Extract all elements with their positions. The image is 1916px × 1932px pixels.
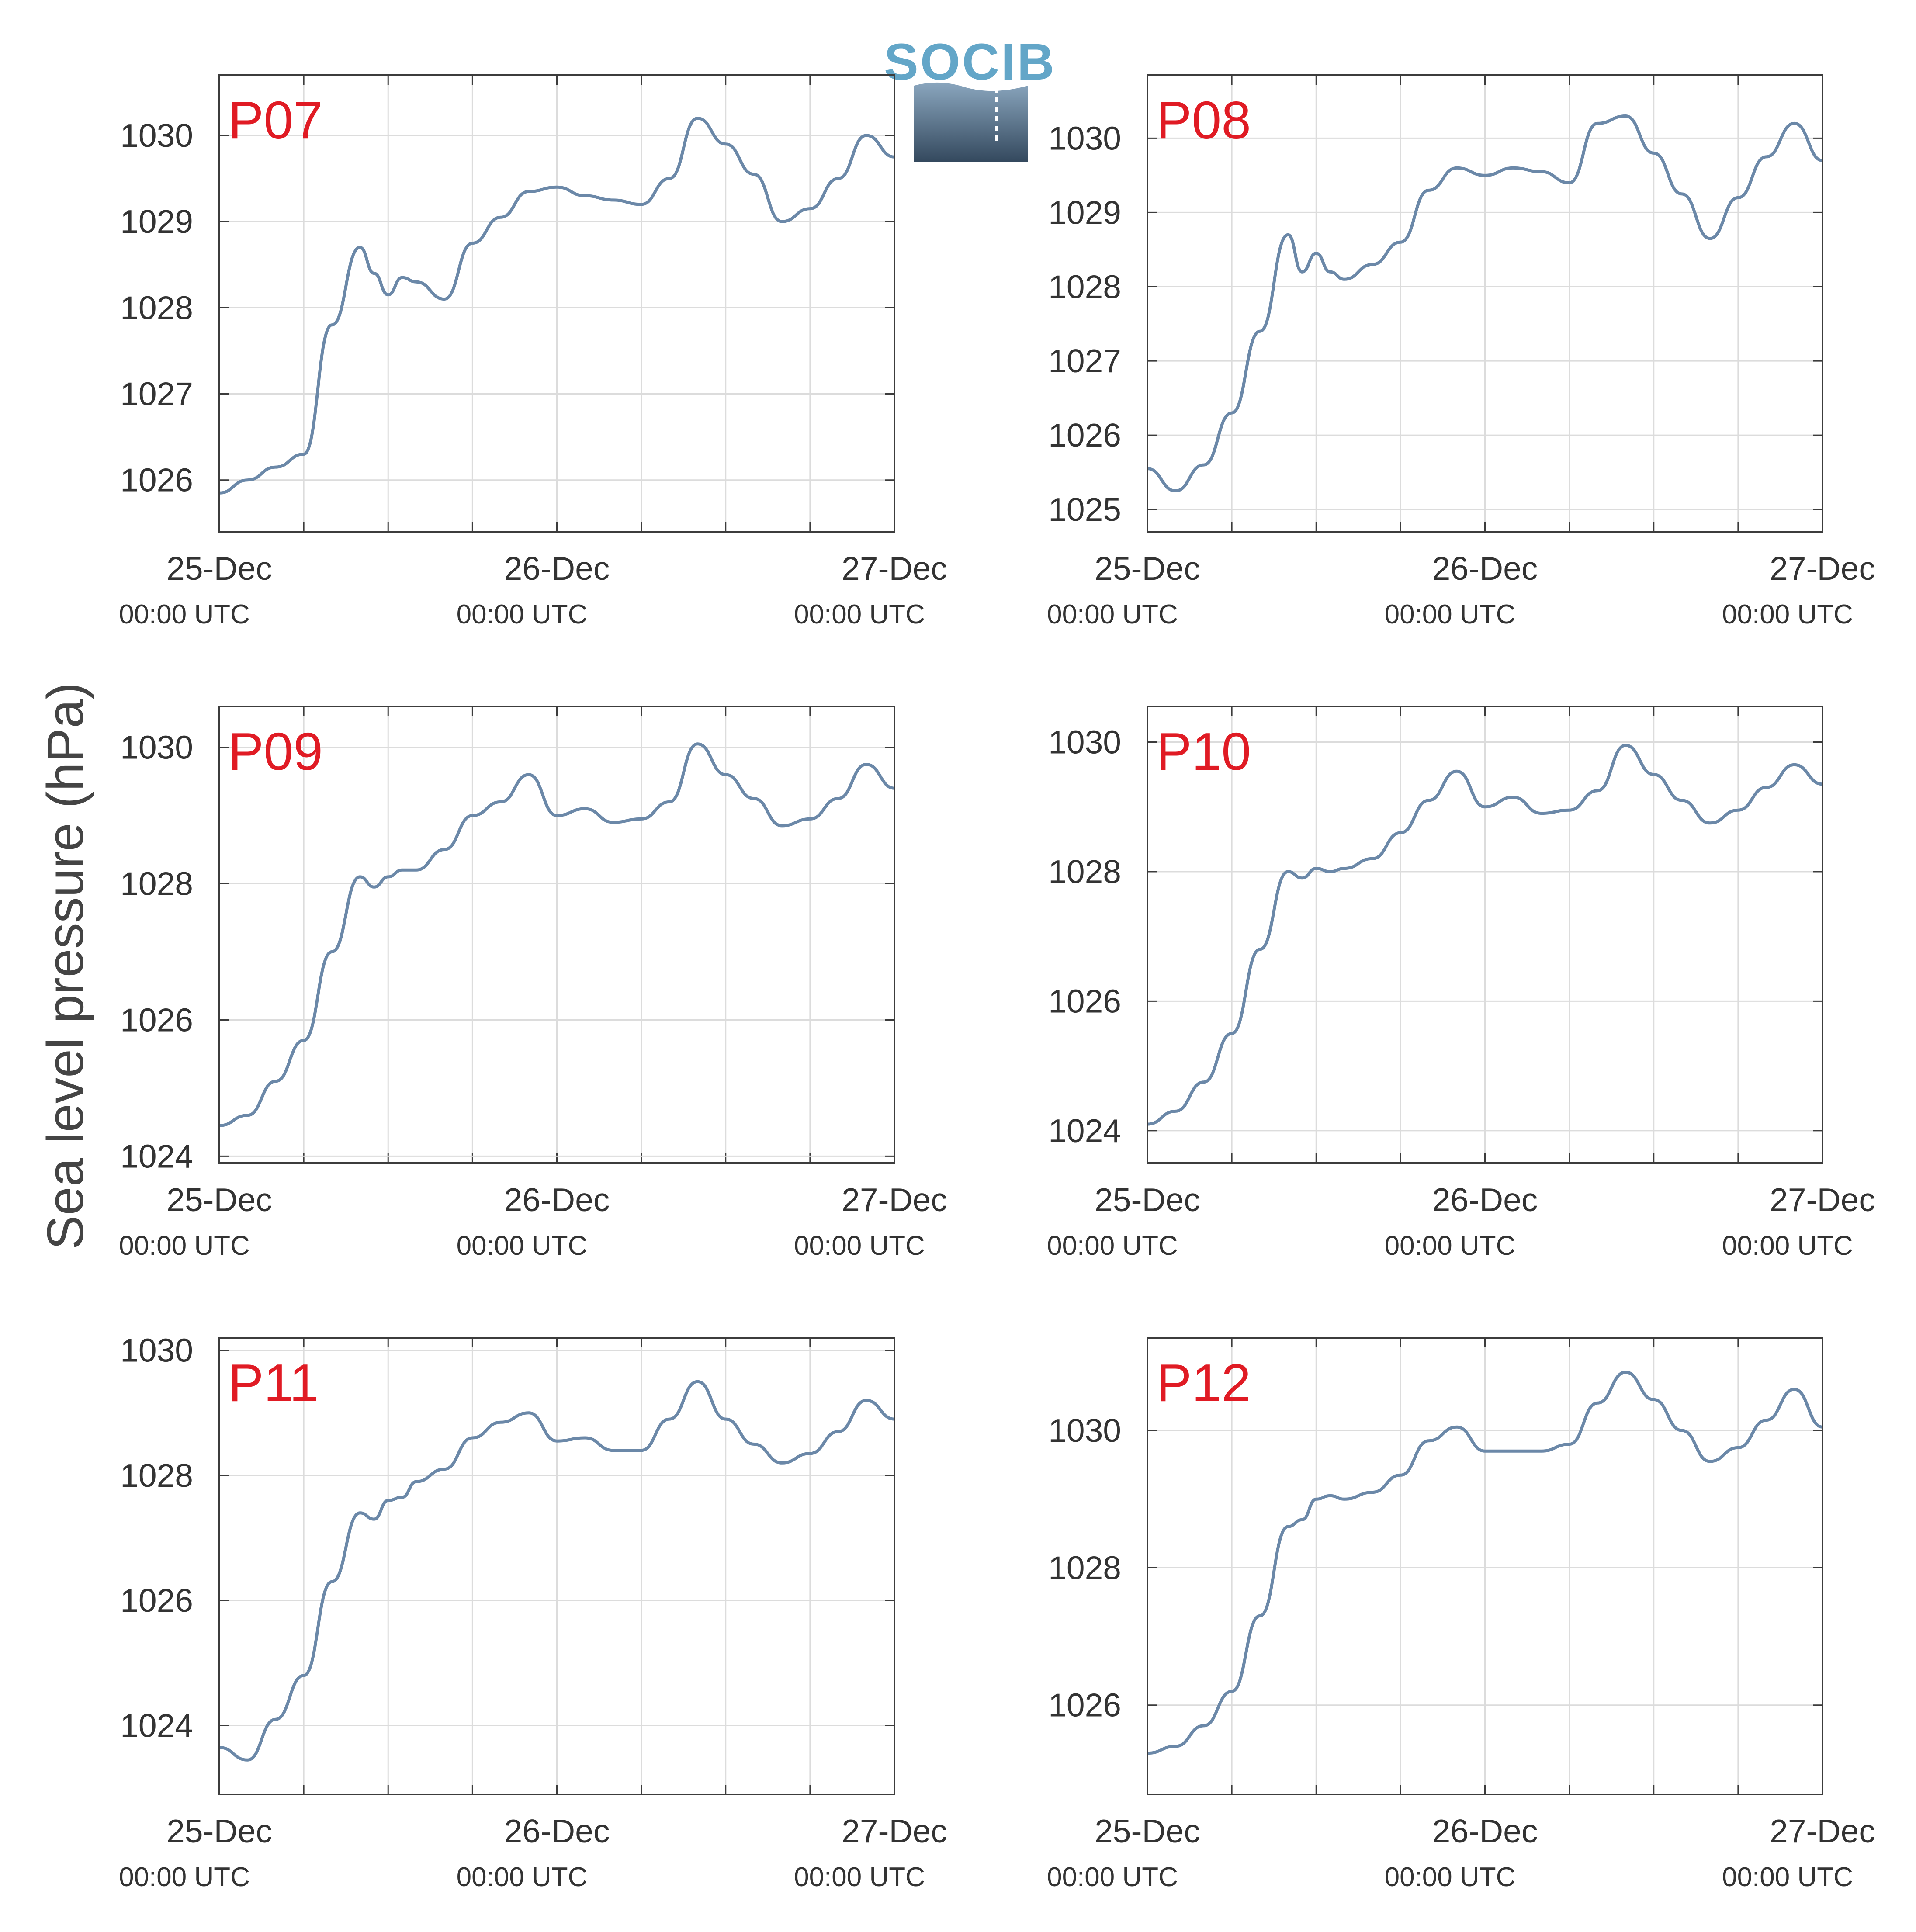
y-tick-label: 1026 <box>120 1001 193 1038</box>
y-tick-label: 1028 <box>120 289 193 326</box>
socib-logo: SOCIB <box>884 33 1056 162</box>
x-tick-label-time: 00:00 UTC <box>1047 599 1178 630</box>
x-tick-label-day: 27-Dec <box>1770 550 1875 587</box>
x-tick-label-day: 25-Dec <box>1095 1181 1200 1218</box>
y-tick-label: 1027 <box>120 376 193 412</box>
y-tick-label: 1026 <box>120 462 193 499</box>
x-tick-label-time: 00:00 UTC <box>1385 599 1516 630</box>
y-tick-label: 1029 <box>1048 194 1121 231</box>
y-tick-label: 1025 <box>1048 491 1121 528</box>
y-tick-label: 1030 <box>1048 120 1121 156</box>
y-tick-label: 1026 <box>1048 417 1121 454</box>
chart-panel-p11: 1024 1026 1028 1030 25-Dec 00:00 UTC 26-Dec 00:… <box>119 1332 947 1892</box>
chart-panel-p10: 1024 1026 1028 1030 25-Dec 00:00 UTC 26-Dec 00:… <box>1047 706 1875 1261</box>
series-line-p07 <box>219 117 895 495</box>
chart-panel-p08: 1025 1026 1027 1028 1029 1030 25-Dec 00:00 UTC 2… <box>1047 74 1875 630</box>
x-tick-label-time: 00:00 UTC <box>1385 1231 1516 1261</box>
axes-frame <box>1147 1337 1823 1795</box>
axes-frame <box>218 1337 895 1795</box>
panel-label: P07 <box>228 90 323 150</box>
y-tick-label: 1028 <box>1048 1549 1121 1586</box>
x-tick-label-time: 00:00 UTC <box>457 1862 588 1892</box>
y-tick-label: 1026 <box>1048 983 1121 1019</box>
x-tick-label-day: 26-Dec <box>504 1181 610 1218</box>
x-tick-label-day: 27-Dec <box>1770 1813 1875 1849</box>
series-line-p09 <box>219 742 895 1127</box>
logo-text: SOCIB <box>884 33 1056 91</box>
x-tick-label-day: 26-Dec <box>504 550 610 587</box>
y-tick-label: 1026 <box>1048 1687 1121 1724</box>
series-line-p12 <box>1147 1371 1823 1755</box>
x-tick-label-time: 00:00 UTC <box>794 599 925 630</box>
x-tick-label-day: 25-Dec <box>166 1813 272 1849</box>
y-tick-label: 1026 <box>120 1582 193 1619</box>
x-tick-label-day: 27-Dec <box>842 550 947 587</box>
x-tick-label-day: 25-Dec <box>1095 1813 1200 1849</box>
y-tick-label: 1030 <box>120 729 193 766</box>
y-tick-label: 1024 <box>120 1707 193 1744</box>
axes-frame <box>218 706 895 1164</box>
y-tick-label: 1024 <box>1048 1112 1121 1149</box>
x-tick-label-time: 00:00 UTC <box>457 599 588 630</box>
x-tick-label-time: 00:00 UTC <box>794 1231 925 1261</box>
series-line-p10 <box>1147 744 1823 1126</box>
axes-frame <box>1147 74 1823 533</box>
x-tick-label-day: 25-Dec <box>166 1181 272 1218</box>
panel-label: P12 <box>1156 1353 1251 1413</box>
x-tick-label-day: 27-Dec <box>842 1181 947 1218</box>
x-tick-label-time: 00:00 UTC <box>119 1862 250 1892</box>
panel-label: P10 <box>1156 722 1251 781</box>
x-tick-label-time: 00:00 UTC <box>119 1231 250 1261</box>
x-tick-label-time: 00:00 UTC <box>794 1862 925 1892</box>
x-tick-label-time: 00:00 UTC <box>1722 599 1853 630</box>
x-tick-label-day: 26-Dec <box>1432 1813 1538 1849</box>
x-tick-label-day: 25-Dec <box>166 550 272 587</box>
axes-frame <box>218 74 895 533</box>
x-tick-label-day: 25-Dec <box>1095 550 1200 587</box>
panel-label: P11 <box>228 1353 319 1413</box>
panel-label: P09 <box>228 722 323 781</box>
x-tick-label-time: 00:00 UTC <box>1385 1862 1516 1892</box>
y-axis-label: Sea level pressure (hPa) <box>37 682 94 1250</box>
x-tick-label-day: 27-Dec <box>1770 1181 1875 1218</box>
x-tick-label-day: 26-Dec <box>504 1813 610 1849</box>
x-tick-label-day: 26-Dec <box>1432 1181 1538 1218</box>
panel-label: P08 <box>1156 90 1251 150</box>
x-tick-label-day: 26-Dec <box>1432 550 1538 587</box>
logo-wave-shape <box>914 82 1028 162</box>
series-line-p11 <box>219 1380 895 1762</box>
y-tick-label: 1027 <box>1048 343 1121 379</box>
y-tick-label: 1030 <box>120 117 193 154</box>
x-tick-label-time: 00:00 UTC <box>457 1231 588 1261</box>
x-tick-label-time: 00:00 UTC <box>1047 1862 1178 1892</box>
series-line-p08 <box>1147 114 1823 492</box>
y-tick-label: 1028 <box>120 866 193 902</box>
y-tick-label: 1028 <box>120 1457 193 1494</box>
y-tick-label: 1030 <box>1048 1412 1121 1449</box>
y-tick-label: 1028 <box>1048 853 1121 890</box>
x-tick-label-time: 00:00 UTC <box>119 599 250 630</box>
axes-frame <box>1147 706 1823 1164</box>
y-tick-label: 1028 <box>1048 268 1121 305</box>
chart-panel-p07: 1026 1027 1028 1029 1030 25-Dec 00:00 UTC 26-De… <box>119 74 947 630</box>
x-tick-label-time: 00:00 UTC <box>1047 1231 1178 1261</box>
chart-panel-p09: 1024 1026 1028 1030 25-Dec 00:00 UTC 26-Dec 00:… <box>119 706 947 1261</box>
y-tick-label: 1030 <box>120 1332 193 1369</box>
chart-panel-p12: 1026 1028 1030 25-Dec 00:00 UTC 26-Dec 00:00 U… <box>1047 1337 1875 1892</box>
y-tick-label: 1030 <box>1048 724 1121 761</box>
x-tick-label-time: 00:00 UTC <box>1722 1862 1853 1892</box>
y-tick-label: 1024 <box>120 1138 193 1174</box>
x-tick-label-day: 27-Dec <box>842 1813 947 1849</box>
x-tick-label-time: 00:00 UTC <box>1722 1231 1853 1261</box>
y-tick-label: 1029 <box>120 203 193 240</box>
